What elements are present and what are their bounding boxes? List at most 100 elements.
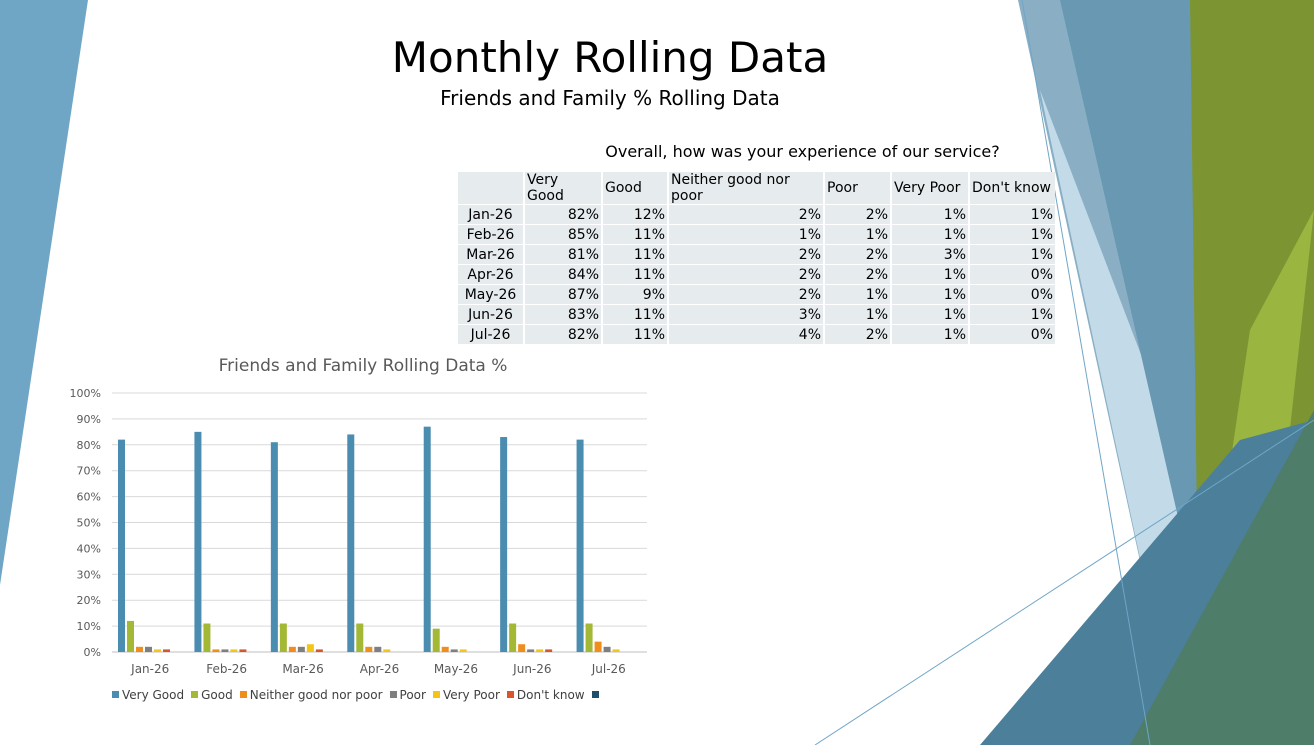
legend-swatch xyxy=(432,691,440,698)
table-cell: 11% xyxy=(603,265,667,284)
x-tick-label: Mar-26 xyxy=(282,662,323,676)
bar xyxy=(297,646,305,652)
table-cell: 2% xyxy=(825,325,890,344)
y-tick-label: 10% xyxy=(77,620,101,633)
legend-item: Very Poor xyxy=(432,688,500,702)
bar xyxy=(536,649,544,652)
table-cell: 11% xyxy=(603,245,667,264)
x-tick-label: Jul-26 xyxy=(591,662,626,676)
row-label: Jun-26 xyxy=(458,305,523,324)
table-cell: 82% xyxy=(525,325,601,344)
y-tick-label: 60% xyxy=(77,491,101,504)
table-row: Apr-26 84% 11% 2% 2% 1% 0% xyxy=(458,265,1055,284)
x-tick-label: Jun-26 xyxy=(512,662,551,676)
row-label: Jan-26 xyxy=(458,205,523,224)
table-header-row: Very Good Good Neither good nor poor Poo… xyxy=(458,172,1055,204)
legend-swatch xyxy=(591,691,599,698)
table-cell: 2% xyxy=(669,205,823,224)
bar xyxy=(145,646,152,652)
column-header: Neither good nor poor xyxy=(669,172,823,204)
bar xyxy=(136,646,143,652)
bar xyxy=(315,649,323,652)
bar xyxy=(279,623,287,652)
legend-item: Don't know xyxy=(506,688,585,702)
thin-line-1 xyxy=(1021,0,1151,745)
table-cell: 2% xyxy=(669,285,823,304)
bar xyxy=(459,649,467,652)
bar xyxy=(212,649,220,652)
bar xyxy=(432,628,440,652)
legend-item: Poor xyxy=(389,688,426,702)
table-cell: 1% xyxy=(970,205,1055,224)
page-subtitle: Friends and Family % Rolling Data xyxy=(440,86,780,110)
legend-label: Neither good nor poor xyxy=(249,688,383,702)
table-cell: 9% xyxy=(603,285,667,304)
y-tick-label: 0% xyxy=(84,646,101,659)
table-cell: 0% xyxy=(970,285,1055,304)
table-cell: 0% xyxy=(970,325,1055,344)
chart-gridlines xyxy=(112,392,647,653)
table-cell: 4% xyxy=(669,325,823,344)
bar xyxy=(603,646,611,652)
y-tick-label: 50% xyxy=(77,517,101,530)
bar xyxy=(500,437,508,652)
chart-legend: Very Good Good Neither good nor poor Poor Ve… xyxy=(112,688,609,702)
table-cell: 82% xyxy=(525,205,601,224)
table-cell: 2% xyxy=(825,205,890,224)
bar xyxy=(383,649,391,652)
bar xyxy=(612,649,620,652)
y-tick-label: 70% xyxy=(77,465,101,478)
bar xyxy=(203,623,211,652)
row-label: May-26 xyxy=(458,285,523,304)
column-header: Good xyxy=(603,172,667,204)
x-tick-label: Apr-26 xyxy=(360,662,400,676)
legend-swatch xyxy=(239,691,247,698)
y-tick-label: 20% xyxy=(77,594,101,607)
table-cell: 11% xyxy=(603,225,667,244)
bar xyxy=(594,641,602,652)
y-tick-label: 80% xyxy=(77,439,101,452)
bar xyxy=(441,646,449,652)
x-tick-label: Jan-26 xyxy=(130,662,169,676)
table-cell: 2% xyxy=(669,265,823,284)
legend-swatch xyxy=(112,691,119,698)
table-cell: 1% xyxy=(825,285,890,304)
bar-chart: Friends and Family Rolling Data % 0% 10% 2… xyxy=(70,356,647,676)
bar xyxy=(527,649,535,652)
x-tick-label: May-26 xyxy=(434,662,478,676)
data-table: Very Good Good Neither good nor poor Poo… xyxy=(456,171,1057,345)
table-cell: 0% xyxy=(970,265,1055,284)
bar xyxy=(270,442,278,652)
table-cell: 84% xyxy=(525,265,601,284)
y-tick-label: 100% xyxy=(70,387,101,400)
x-axis-ticks: Jan-26 Feb-26 Mar-26 Apr-26 May-26 Jun-26 Jul-… xyxy=(130,662,626,676)
table-question: Overall, how was your experience of our … xyxy=(605,142,1000,161)
table-cell: 1% xyxy=(825,305,890,324)
legend-label: Poor xyxy=(399,688,426,702)
column-header: Very Poor xyxy=(892,172,968,204)
legend-swatch xyxy=(506,691,514,698)
legend-label: Very Good xyxy=(122,688,185,702)
table-row: Jul-26 82% 11% 4% 2% 1% 0% xyxy=(458,325,1055,344)
legend-item xyxy=(591,688,602,702)
table-cell: 87% xyxy=(525,285,601,304)
legend-label: Very Poor xyxy=(442,688,500,702)
chart-title: Friends and Family Rolling Data % xyxy=(219,356,508,376)
legend-item: Neither good nor poor xyxy=(239,688,383,702)
bar xyxy=(576,439,584,652)
bar xyxy=(509,623,517,652)
table-cell: 1% xyxy=(970,305,1055,324)
bar xyxy=(545,649,553,652)
table-cell: 1% xyxy=(892,225,968,244)
thin-line-2 xyxy=(814,419,1314,745)
page-title: Monthly Rolling Data xyxy=(391,33,829,82)
table-cell: 1% xyxy=(892,285,968,304)
table-cell: 1% xyxy=(892,265,968,284)
table-row: Jan-26 82% 12% 2% 2% 1% 1% xyxy=(458,205,1055,224)
y-tick-label: 90% xyxy=(77,413,101,426)
table-cell: 1% xyxy=(892,325,968,344)
legend-label: Good xyxy=(201,688,233,702)
table-cell: 1% xyxy=(892,205,968,224)
legend-swatch xyxy=(191,691,199,698)
y-axis-ticks: 0% 10% 20% 30% 40% 50% 60% 70% 80% 90% 100% xyxy=(70,387,101,659)
